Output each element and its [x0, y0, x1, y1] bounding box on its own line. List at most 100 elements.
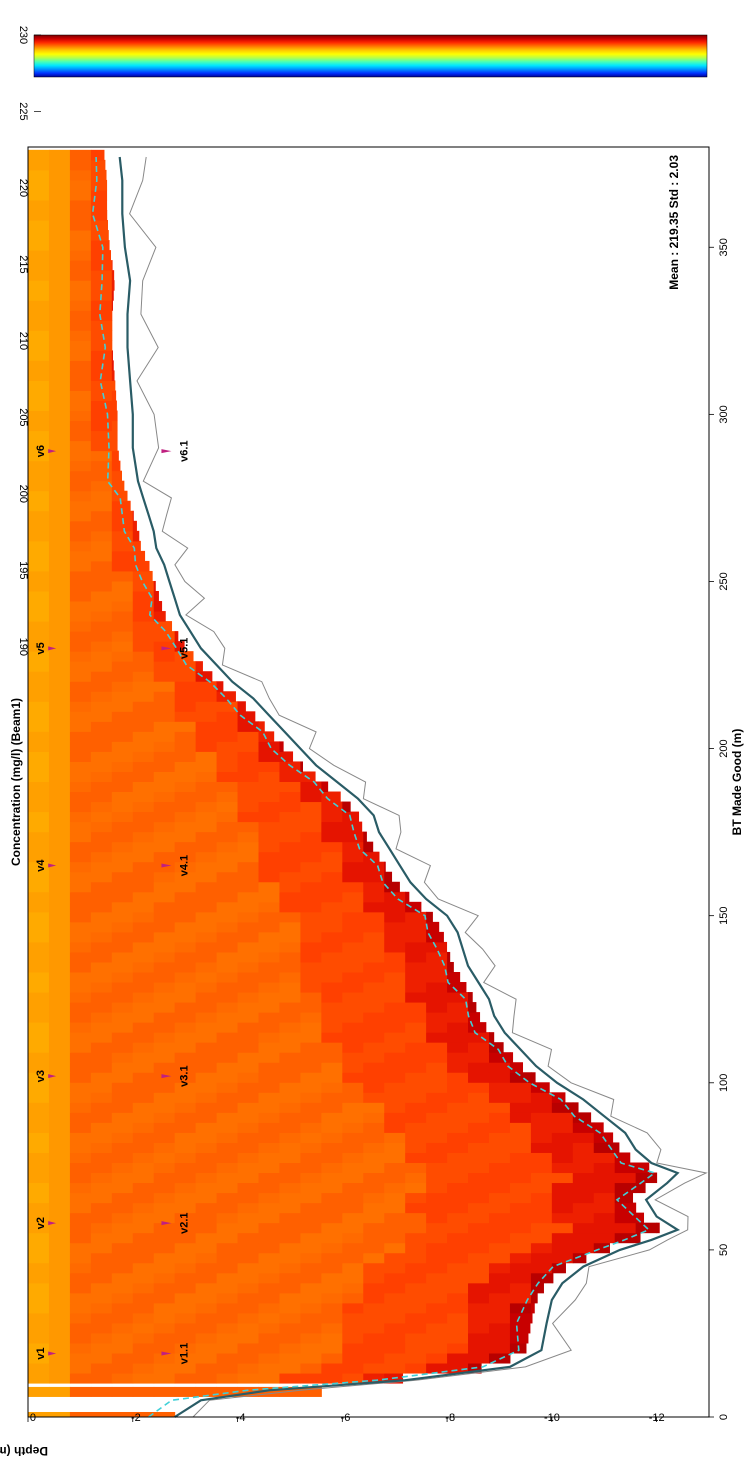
heatmap-cell: [509, 1102, 532, 1113]
heatmap-cell: [69, 671, 92, 682]
heatmap-cell: [28, 220, 50, 231]
heatmap-cell: [321, 841, 343, 853]
heatmap-cell: [488, 1322, 511, 1334]
heatmap-cell: [111, 1386, 134, 1397]
heatmap-cell: [111, 380, 116, 391]
heatmap-cell: [279, 1322, 301, 1334]
heatmap-cell: [48, 1232, 71, 1244]
heatmap-cell: [488, 1282, 511, 1294]
heatmap-cell: [363, 1232, 385, 1244]
heatmap-cell: [216, 1042, 239, 1053]
heatmap-cell: [300, 831, 322, 843]
heatmap-cell: [363, 1102, 385, 1113]
heatmap-cell: [447, 1102, 469, 1113]
heatmap-cell: [258, 1192, 280, 1204]
heatmap-cell: [111, 1002, 134, 1013]
heatmap-cell: [405, 941, 427, 953]
heatmap-cell: [530, 1132, 553, 1143]
heatmap-cell: [132, 1272, 155, 1284]
heatmap-cell: [195, 911, 218, 923]
heatmap-cell: [28, 871, 50, 883]
heatmap-cell: [48, 1112, 71, 1123]
heatmap-cell: [551, 1122, 574, 1133]
heatmap-cell: [426, 1242, 448, 1254]
heatmap-cell: [48, 721, 71, 732]
heatmap-cell: [405, 1232, 427, 1244]
heatmap-cell: [90, 310, 113, 321]
heatmap-cell: [384, 1152, 406, 1163]
heatmap-cell: [258, 1373, 280, 1384]
heatmap-cell: [90, 460, 113, 472]
heatmap-cell: [69, 179, 92, 191]
heatmap-cell: [48, 1252, 71, 1264]
heatmap-cell: [258, 781, 280, 793]
heatmap-cell: [426, 1192, 448, 1204]
heatmap-cell: [48, 901, 71, 913]
heatmap-cell: [342, 1072, 364, 1083]
heatmap-cell: [300, 1242, 322, 1254]
heatmap-cell: [300, 1012, 322, 1023]
heatmap-cell: [48, 290, 71, 301]
heatmap-cell: [69, 1172, 92, 1184]
heatmap-cell: [426, 1132, 448, 1143]
heatmap-cell: [384, 1272, 406, 1284]
heatmap-cell: [593, 1232, 616, 1244]
heatmap-cell: [363, 1162, 385, 1174]
heatmap-cell: [447, 961, 454, 973]
heatmap-cell: [90, 831, 113, 843]
heatmap-cell: [28, 1092, 50, 1103]
heatmap-cell: [342, 1302, 364, 1314]
heatmap-cell: [216, 691, 236, 702]
heatmap-cell: [153, 911, 176, 923]
heatmap-cell: [69, 1132, 92, 1143]
heatmap-cell: [216, 1312, 239, 1324]
heatmap-cell: [48, 1132, 71, 1143]
heatmap-cell: [530, 1122, 553, 1133]
heatmap-cell: [48, 300, 71, 311]
heatmap-cell: [90, 861, 113, 873]
heatmap-cell: [509, 1082, 532, 1093]
station-label-mid: v3.1: [178, 1065, 190, 1086]
heatmap-cell: [69, 220, 92, 231]
heatmap-cell: [300, 1112, 322, 1123]
heatmap-cell: [153, 1363, 176, 1374]
heatmap-cell: [153, 580, 156, 592]
heatmap-cell: [342, 1262, 364, 1274]
heatmap-cell: [132, 621, 155, 632]
heatmap-cell: [48, 250, 71, 261]
heatmap-cell: [195, 971, 218, 983]
heatmap-cell: [195, 1242, 218, 1254]
heatmap-cell: [279, 1363, 301, 1374]
heatmap-cell: [174, 941, 197, 953]
heatmap-cell: [551, 1162, 574, 1174]
heatmap-cell: [69, 1312, 92, 1324]
heatmap-cell: [174, 1232, 197, 1244]
heatmap-cell: [111, 901, 134, 913]
heatmap-cell: [342, 1092, 364, 1103]
heatmap-cell: [174, 671, 197, 682]
heatmap-cell: [321, 791, 341, 803]
heatmap-cell: [237, 701, 246, 712]
heatmap-cell: [216, 721, 239, 732]
heatmap-cell: [69, 1012, 92, 1023]
heatmap-cell: [69, 420, 92, 432]
heatmap-cell: [321, 1112, 343, 1123]
heatmap-cell: [28, 631, 50, 642]
heatmap-cell: [195, 1042, 218, 1053]
heatmap-cell: [153, 931, 176, 943]
heatmap-cell: [426, 1202, 448, 1214]
heatmap-cell: [237, 891, 259, 903]
heatmap-cell: [405, 1052, 427, 1063]
heatmap-cell: [132, 1152, 155, 1163]
heatmap-cell: [342, 921, 364, 933]
heatmap-cell: [572, 1162, 595, 1174]
heatmap-cell: [237, 881, 259, 893]
heatmap-cell: [174, 951, 197, 963]
heatmap-cell: [279, 1272, 301, 1284]
heatmap-cell: [48, 601, 71, 612]
heatmap-cell: [384, 1252, 406, 1264]
heatmap-cell: [90, 490, 113, 502]
heatmap-cell: [111, 1342, 134, 1354]
heatmap-cell: [132, 731, 155, 742]
heatmap-cell: [216, 1132, 239, 1143]
